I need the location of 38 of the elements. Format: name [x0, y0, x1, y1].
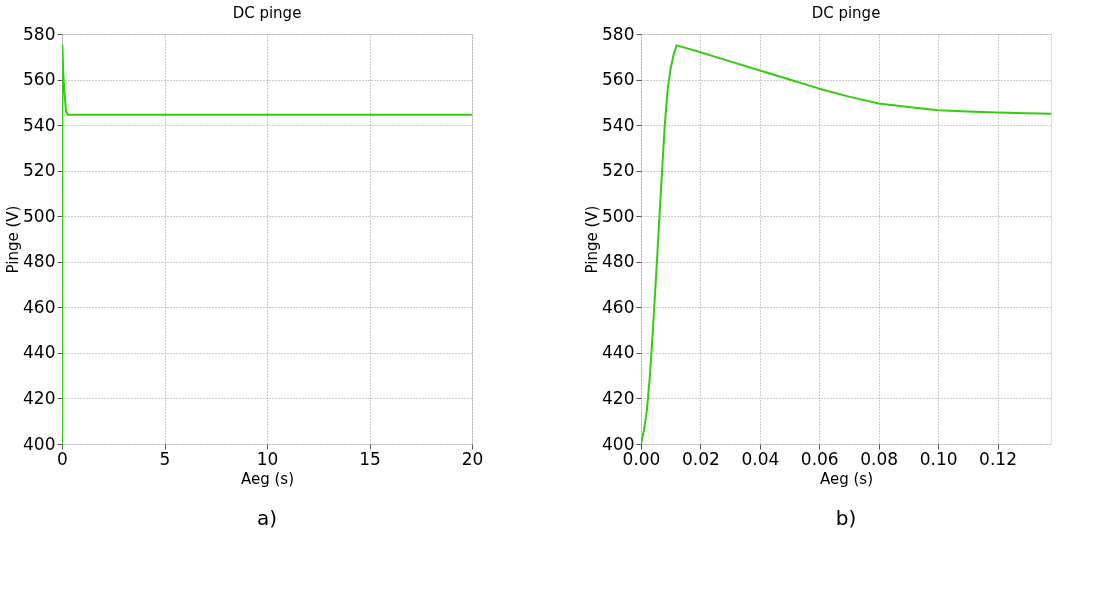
y-tick-label: 520	[602, 160, 635, 181]
y-tick-label: 480	[602, 251, 635, 272]
x-tick-label: 0.04	[741, 448, 780, 469]
y-tick-label: 560	[23, 69, 56, 90]
x-tick-label: 0.06	[800, 448, 839, 469]
x-axis-title: Aeg (s)	[819, 469, 874, 488]
y-tick-label: 540	[602, 114, 635, 135]
y-tick-label: 440	[23, 342, 56, 363]
y-tick-label: 420	[23, 387, 56, 408]
y-tick-label: 540	[23, 114, 56, 135]
y-tick-label: 580	[602, 23, 635, 44]
text: b)	[835, 506, 857, 530]
x-tick-label: 0.10	[919, 448, 958, 469]
chart-title: DC pinge	[811, 4, 881, 22]
y-tick-label: 520	[23, 160, 56, 181]
x-tick-label: 15	[359, 448, 381, 469]
x-tick-label: 0.12	[979, 448, 1017, 469]
text: a)	[256, 506, 278, 530]
y-tick-label: 580	[23, 23, 56, 44]
y-axis-title: Pinge (V)	[4, 205, 23, 274]
x-tick-label: 0.02	[681, 448, 720, 469]
y-tick-label: 500	[23, 205, 56, 226]
x-tick-label: 5	[159, 448, 171, 469]
x-tick-label: 0.08	[860, 448, 899, 469]
y-axis-title: Pinge (V)	[583, 205, 602, 274]
x-axis-title: Aeg (s)	[240, 469, 295, 488]
y-tick-label: 460	[23, 296, 56, 317]
chart-title: DC pinge	[232, 4, 302, 22]
y-tick-label: 460	[602, 296, 635, 317]
y-tick-label: 420	[602, 387, 635, 408]
y-tick-label: 560	[602, 69, 635, 90]
y-tick-label: 400	[23, 433, 56, 454]
y-tick-label: 500	[602, 205, 635, 226]
y-tick-label: 480	[23, 251, 56, 272]
x-tick-label: 20	[461, 448, 484, 469]
y-tick-label: 440	[602, 342, 635, 363]
x-tick-label: 0	[57, 448, 68, 469]
x-tick-label: 10	[256, 448, 279, 469]
